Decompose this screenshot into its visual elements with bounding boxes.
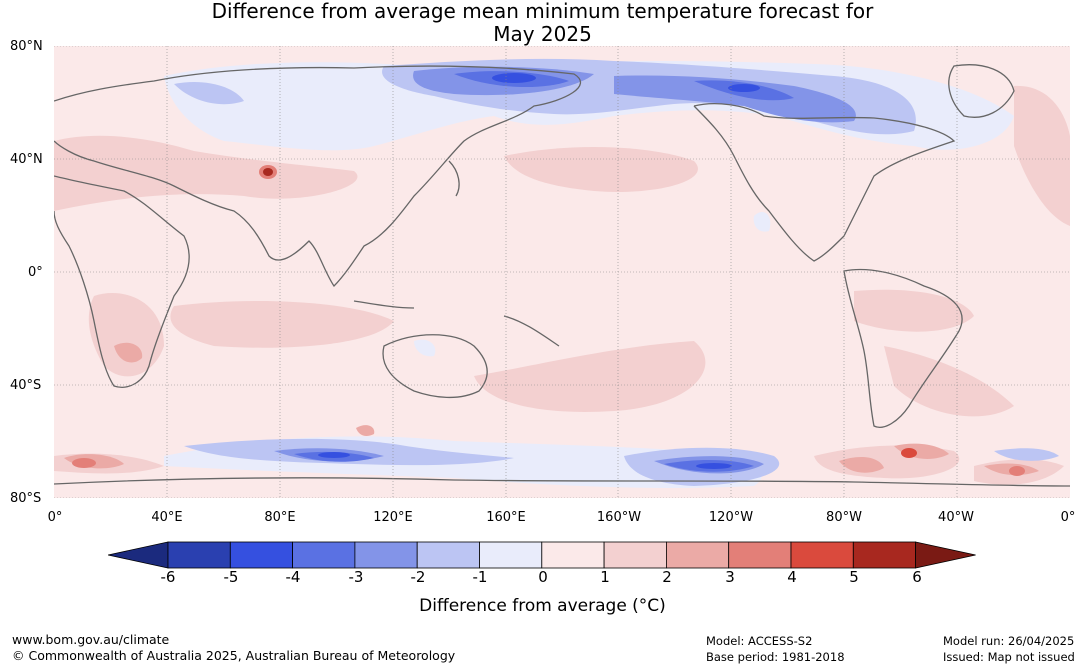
colorbar-arrow-high: [915, 541, 976, 569]
footer-website: www.bom.gov.au/climate: [12, 632, 170, 647]
colorbar-tick: 5: [849, 568, 859, 586]
footer-copyright: © Commonwealth of Australia 2025, Austra…: [12, 648, 456, 663]
temperature-anomaly-map: [54, 46, 1070, 498]
lon-label-0-end: 0°: [1060, 510, 1076, 525]
colorbar-segment: [229, 541, 294, 569]
footer-model-run: Model run: 26/04/2025: [943, 634, 1075, 648]
lon-label-160w: 160°W: [596, 510, 642, 525]
anomaly-hotspots: [72, 165, 1025, 476]
colorbar-tick: 2: [662, 568, 672, 586]
lat-label-40n: 40°N: [10, 152, 43, 167]
lon-label-120w: 120°W: [708, 510, 754, 525]
colorbar-segment: [167, 541, 231, 569]
colorbar-segment: [666, 541, 730, 569]
lon-label-40e: 40°E: [151, 510, 183, 525]
lat-label-80s: 80°S: [10, 491, 42, 506]
colorbar-segment: [416, 541, 480, 569]
footer-model-info: Model: ACCESS-S2 Base period: 1981-2018: [706, 633, 845, 665]
lon-label-120e: 120°E: [373, 510, 413, 525]
colorbar-segment: [790, 541, 854, 569]
colorbar-tick: -3: [348, 568, 364, 586]
colorbar-tick: 3: [725, 568, 735, 586]
map-title-line1: Difference from average mean minimum tem…: [211, 0, 874, 23]
footer-issued: Issued: Map not issued: [943, 650, 1075, 664]
colorbar-segment: [852, 541, 916, 569]
map-svg: [54, 46, 1070, 498]
map-title-line2: May 2025: [493, 22, 592, 46]
colorbar-tick: -4: [285, 568, 301, 586]
lat-label-80n: 80°N: [10, 39, 43, 54]
colorbar-arrow-low: [107, 541, 169, 569]
anomaly-minus5-4-patches: [318, 73, 760, 469]
lat-label-40s: 40°S: [10, 378, 42, 393]
colorbar-segment: [603, 541, 667, 569]
colorbar-label: Difference from average (°C): [419, 596, 666, 616]
colorbar-segment: [728, 541, 792, 569]
colorbar-segment: [479, 541, 543, 569]
colorbar-tick: -6: [160, 568, 176, 586]
lon-label-80e: 80°E: [264, 510, 296, 525]
colorbar-tick: -1: [472, 568, 488, 586]
lon-label-160e: 160°E: [486, 510, 526, 525]
footer-model: Model: ACCESS-S2: [706, 634, 813, 648]
colorbar-tick: -2: [410, 568, 426, 586]
footer-base-period: Base period: 1981-2018: [706, 650, 845, 664]
footer-run-info: Model run: 26/04/2025 Issued: Map not is…: [943, 633, 1075, 665]
colorbar-tick: 6: [912, 568, 922, 586]
coastlines: [54, 64, 1070, 487]
colorbar-segment: [541, 541, 605, 569]
lat-label-equator: 0°: [28, 265, 43, 280]
colorbar-segment: [292, 541, 356, 569]
lon-label-80w: 80°W: [826, 510, 862, 525]
footer-left: www.bom.gov.au/climate © Commonwealth of…: [12, 632, 455, 664]
lon-label-0: 0°: [47, 510, 63, 525]
colorbar-tick: 0: [538, 568, 548, 586]
map-title: Difference from average mean minimum tem…: [0, 0, 1085, 46]
colorbar: [107, 540, 978, 570]
colorbar-tick: -5: [223, 568, 239, 586]
colorbar-segment: [354, 541, 418, 569]
lon-label-40w: 40°W: [938, 510, 974, 525]
colorbar-svg: [107, 541, 976, 569]
graticule: [54, 46, 1070, 498]
colorbar-tick: 1: [600, 568, 610, 586]
colorbar-tick: 4: [787, 568, 797, 586]
